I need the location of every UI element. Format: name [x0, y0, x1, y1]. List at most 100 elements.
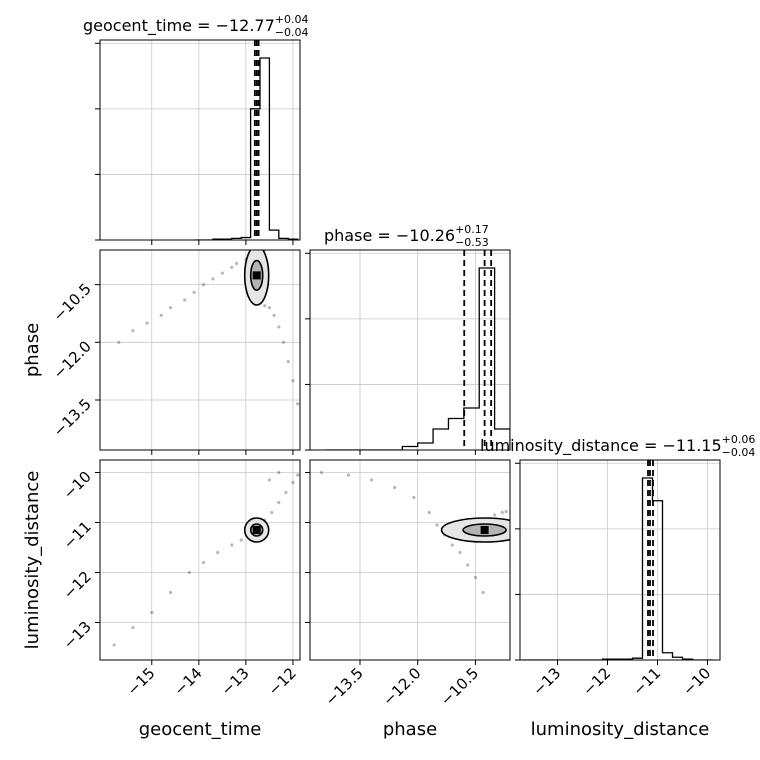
scatter-point — [296, 473, 300, 477]
x-tick-label: −15 — [123, 664, 158, 699]
panel-frame — [309, 459, 511, 661]
scatter-point — [458, 550, 462, 555]
scatter-panel-luminosity-distance-vs-phase: −13.5 −12.0 −10.5 — [305, 459, 511, 709]
scatter-point — [267, 478, 272, 482]
scatter-point — [291, 379, 295, 383]
scatter-panel-phase-vs-geocent-time: −13.5 −12.0 −10.5 — [50, 249, 301, 455]
scatter-point — [211, 277, 215, 281]
scatter-clip — [319, 470, 510, 595]
density-peak — [252, 271, 261, 280]
scatter-point — [277, 325, 281, 329]
scatter-point — [234, 261, 239, 266]
y-tick-label: −10 — [60, 468, 95, 503]
histogram-step — [522, 477, 713, 660]
y-tick-label: −10.5 — [50, 280, 95, 325]
panel-frame — [99, 459, 301, 661]
x-tick-label: −13 — [529, 664, 564, 699]
scatter-point — [450, 543, 454, 547]
title-phase-lower: −0.53 — [455, 236, 489, 249]
panel-frame — [309, 249, 511, 451]
scatter-point — [117, 340, 121, 344]
scatter-point — [230, 543, 234, 547]
scatter-point — [427, 510, 431, 515]
yaxis-label-luminosity-distance: luminosity_distance — [22, 471, 43, 650]
scatter-point — [284, 490, 288, 495]
scatter-point — [473, 575, 477, 580]
histogram-panel-phase — [305, 249, 511, 455]
title-luminosity-distance-upper: +0.06 — [722, 433, 756, 446]
title-geocent-time-main: geocent_time = −12.77 — [83, 16, 275, 36]
histogram-clip — [194, 40, 299, 240]
scatter-panel-luminosity-distance-vs-geocent-time: −15 −14 −13 −12 −13 −12 −11 −10 — [60, 459, 301, 699]
scatter-point — [504, 509, 508, 514]
histogram-panel-geocent-time — [95, 39, 301, 245]
scatter-point — [277, 470, 281, 475]
scatter-point — [216, 550, 220, 555]
xaxis-label-phase: phase — [383, 719, 437, 740]
xaxis-label-geocent-time: geocent_time — [139, 719, 262, 740]
histogram-clip — [522, 460, 713, 660]
scatter-point — [230, 265, 234, 269]
scatter-point — [270, 510, 274, 515]
scatter-clip — [117, 250, 300, 406]
scatter-point — [168, 590, 173, 595]
scatter-point — [192, 290, 196, 294]
scatter-point — [150, 610, 154, 615]
histogram-clip — [325, 250, 510, 450]
scatter-point — [277, 500, 281, 505]
xaxis-label-luminosity-distance: luminosity_distance — [531, 719, 710, 740]
scatter-point — [183, 298, 187, 302]
scatter-point — [500, 510, 504, 515]
scatter-point — [131, 625, 135, 630]
x-tick-label: −13.5 — [322, 664, 367, 709]
scatter-point — [369, 478, 374, 482]
title-luminosity-distance-lower: −0.04 — [722, 446, 756, 459]
scatter-point — [159, 313, 163, 317]
scatter-point — [112, 643, 116, 647]
scatter-point — [263, 304, 267, 308]
title-luminosity-distance-main: luminosity_distance = −11.15 — [480, 436, 722, 456]
title-luminosity-distance: luminosity_distance = −11.15+0.06 — [480, 433, 755, 456]
y-tick-label: −13.5 — [50, 395, 95, 440]
yaxis-label-phase: phase — [22, 323, 43, 377]
x-tick-label: −11 — [629, 664, 664, 699]
scatter-point — [435, 523, 439, 527]
scatter-point — [239, 538, 243, 542]
title-phase-upper: +0.17 — [455, 223, 489, 236]
y-tick-label: −12 — [60, 568, 95, 603]
x-tick-label: −13 — [218, 664, 253, 699]
scatter-point — [272, 313, 276, 317]
scatter-point — [201, 560, 206, 565]
scatter-point — [319, 470, 324, 475]
scatter-point — [493, 513, 497, 517]
title-geocent-time-upper: +0.04 — [275, 13, 309, 26]
scatter-point — [393, 485, 397, 490]
scatter-point — [267, 306, 272, 310]
y-tick-label: −12.0 — [50, 337, 95, 382]
scatter-point — [291, 480, 295, 485]
x-tick-label: −10.5 — [437, 664, 482, 709]
scatter-point — [220, 271, 224, 275]
panel-frame — [99, 39, 301, 241]
histogram-step — [194, 57, 299, 240]
title-phase-main: phase = −10.26 — [324, 226, 455, 245]
panel-frame — [99, 249, 301, 451]
scatter-point — [346, 473, 351, 477]
histogram-panel-luminosity-distance: −13 −12 −11 −10 — [515, 459, 721, 699]
scatter-point — [466, 563, 470, 567]
y-tick-label: −13 — [60, 618, 95, 653]
scatter-clip — [112, 470, 300, 647]
title-phase: phase = −10.26+0.17 — [324, 223, 489, 245]
x-tick-label: −12 — [265, 664, 300, 699]
scatter-point — [201, 283, 206, 287]
scatter-point — [187, 570, 192, 575]
x-tick-label: −14 — [171, 664, 206, 699]
scatter-point — [412, 495, 416, 500]
scatter-point — [168, 306, 173, 310]
x-tick-label: −12 — [579, 664, 614, 699]
scatter-point — [481, 590, 485, 595]
panel-frame — [519, 459, 721, 661]
scatter-point — [286, 359, 290, 364]
title-geocent-time-lower: −0.04 — [275, 26, 309, 39]
